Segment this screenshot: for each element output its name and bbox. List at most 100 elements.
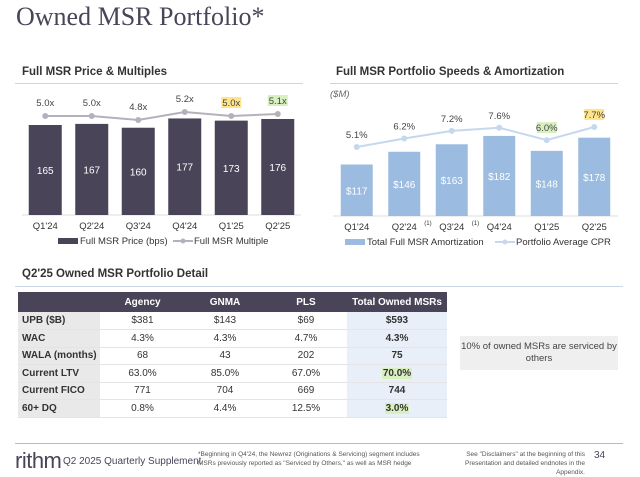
line-point [88, 113, 95, 119]
x-tick-label: Q3'24 [439, 222, 464, 233]
highlight [221, 97, 242, 108]
cell: 68 [100, 347, 185, 365]
highlight [584, 108, 605, 120]
bar [121, 127, 155, 215]
x-tick-label: Q1'24 [33, 221, 58, 232]
legend-line-label: Full MSR Multiple [194, 236, 268, 247]
x-tick-label: Q4'24 [487, 222, 512, 233]
cell-total: $593 [347, 312, 447, 330]
portfolio-detail-table: Agency GNMA PLS Total Owned MSRs UPB ($B… [18, 292, 447, 418]
bar [578, 137, 611, 216]
legend-bar-label: Total Full MSR Amortization [367, 237, 484, 248]
legend-bar-swatch [58, 238, 78, 244]
cell: 669 [265, 382, 347, 400]
line-label: 7.7% [583, 110, 605, 121]
bar-label: 176 [269, 163, 286, 174]
header-total: Total Owned MSRs [347, 292, 447, 312]
cell: $69 [265, 312, 347, 330]
bar-label: 160 [130, 167, 147, 178]
line-label: 4.8x [129, 102, 147, 113]
line-label: 5.2x [176, 94, 194, 105]
cell: 4.7% [265, 329, 347, 348]
x-tick-label: Q2'24 [392, 222, 417, 233]
highlight [267, 95, 288, 106]
line-label: 5.0x [83, 98, 101, 109]
line-point [591, 123, 598, 130]
x-tick-label: Q1'25 [219, 221, 244, 232]
bar-label: 173 [223, 164, 240, 175]
cell: $143 [185, 312, 265, 330]
legend-bar-label: Full MSR Price (bps) [80, 236, 168, 247]
bar [530, 150, 563, 216]
speeds-chart-title: Full MSR Portfolio Speeds & Amortization [336, 66, 565, 78]
cell: 771 [100, 382, 185, 400]
line-series [356, 126, 595, 148]
highlight [536, 122, 557, 134]
line-point [42, 113, 49, 119]
bar [28, 124, 62, 215]
line-label: 5.1x [269, 96, 287, 107]
footnote: *Beginning in Q4'24, the Newrez (Origina… [198, 451, 420, 467]
cell: 85.0% [185, 364, 265, 383]
table-row: WALA (months) 68 43 202 75 [18, 347, 447, 365]
table-row: Current LTV 63.0% 85.0% 67.0% 70.0% [18, 364, 447, 383]
price-chart-title: Full MSR Price & Multiples [22, 66, 168, 78]
legend-bar-swatch [345, 239, 365, 245]
cell-value: 3.0% [384, 402, 410, 414]
line-point [353, 144, 360, 150]
x-tick-label: Q2'25 [265, 221, 290, 232]
bar [340, 164, 373, 216]
bar-label: $148 [536, 179, 559, 190]
legend-line-label: Portfolio Average CPR [516, 237, 611, 248]
footnote-marker: (1) [472, 221, 479, 227]
table-row: Current FICO 771 704 669 744 [18, 382, 447, 400]
cell: 43 [185, 347, 265, 365]
charts-svg: 165 Q1'24 167 Q2'24 160 Q3'24 177 Q4'24 173 Q1'25… [22, 94, 618, 248]
rithm-logo: rithm [15, 448, 62, 473]
bar [261, 118, 295, 215]
header-agency: Agency [100, 292, 185, 312]
legend-line-marker [502, 239, 508, 245]
cell: 4.3% [100, 329, 185, 348]
line-label: 6.0% [536, 123, 558, 134]
line-point [448, 127, 455, 134]
bar-label: $146 [393, 180, 416, 191]
bar [168, 118, 202, 215]
line-label: 5.1% [346, 130, 368, 141]
line-label: 6.2% [393, 122, 415, 133]
cell: 4.3% [185, 329, 265, 348]
cell: 12.5% [265, 399, 347, 418]
line-label: 5.0x [36, 98, 54, 109]
row-label: WAC [18, 329, 100, 348]
x-tick-label: Q1'24 [344, 222, 369, 233]
cell: $381 [100, 312, 185, 330]
x-tick-label: Q3'24 [126, 221, 151, 232]
cell-total: 744 [347, 382, 447, 400]
row-label: UPB ($B) [18, 312, 100, 330]
bar [75, 123, 109, 215]
disclaimer: See "Disclaimers" at the beginning of th… [465, 451, 585, 476]
cell: 0.8% [100, 399, 185, 418]
line-point [274, 111, 281, 117]
bar [483, 135, 516, 216]
row-label: WALA (months) [18, 347, 100, 365]
header-gnma: GNMA [185, 292, 265, 312]
divider [15, 83, 303, 84]
row-label: Current LTV [18, 364, 100, 383]
x-tick-label: Q1'25 [534, 222, 559, 233]
bar [388, 151, 421, 216]
table-row: UPB ($B) $381 $143 $69 $593 [18, 312, 447, 330]
cell-total: 70.0% [347, 364, 447, 383]
footer-rule [15, 443, 623, 444]
cell-value: 70.0% [381, 367, 413, 379]
row-label: 60+ DQ [18, 399, 100, 418]
bar-label: $182 [488, 172, 511, 183]
cell-total: 3.0% [347, 399, 447, 418]
line-point [401, 135, 408, 142]
bar-label: 167 [83, 165, 100, 176]
row-label: Current FICO [18, 382, 100, 400]
cell: 63.0% [100, 364, 185, 383]
cell-total: 75 [347, 347, 447, 365]
line-point [135, 117, 142, 123]
line-point [228, 113, 235, 119]
